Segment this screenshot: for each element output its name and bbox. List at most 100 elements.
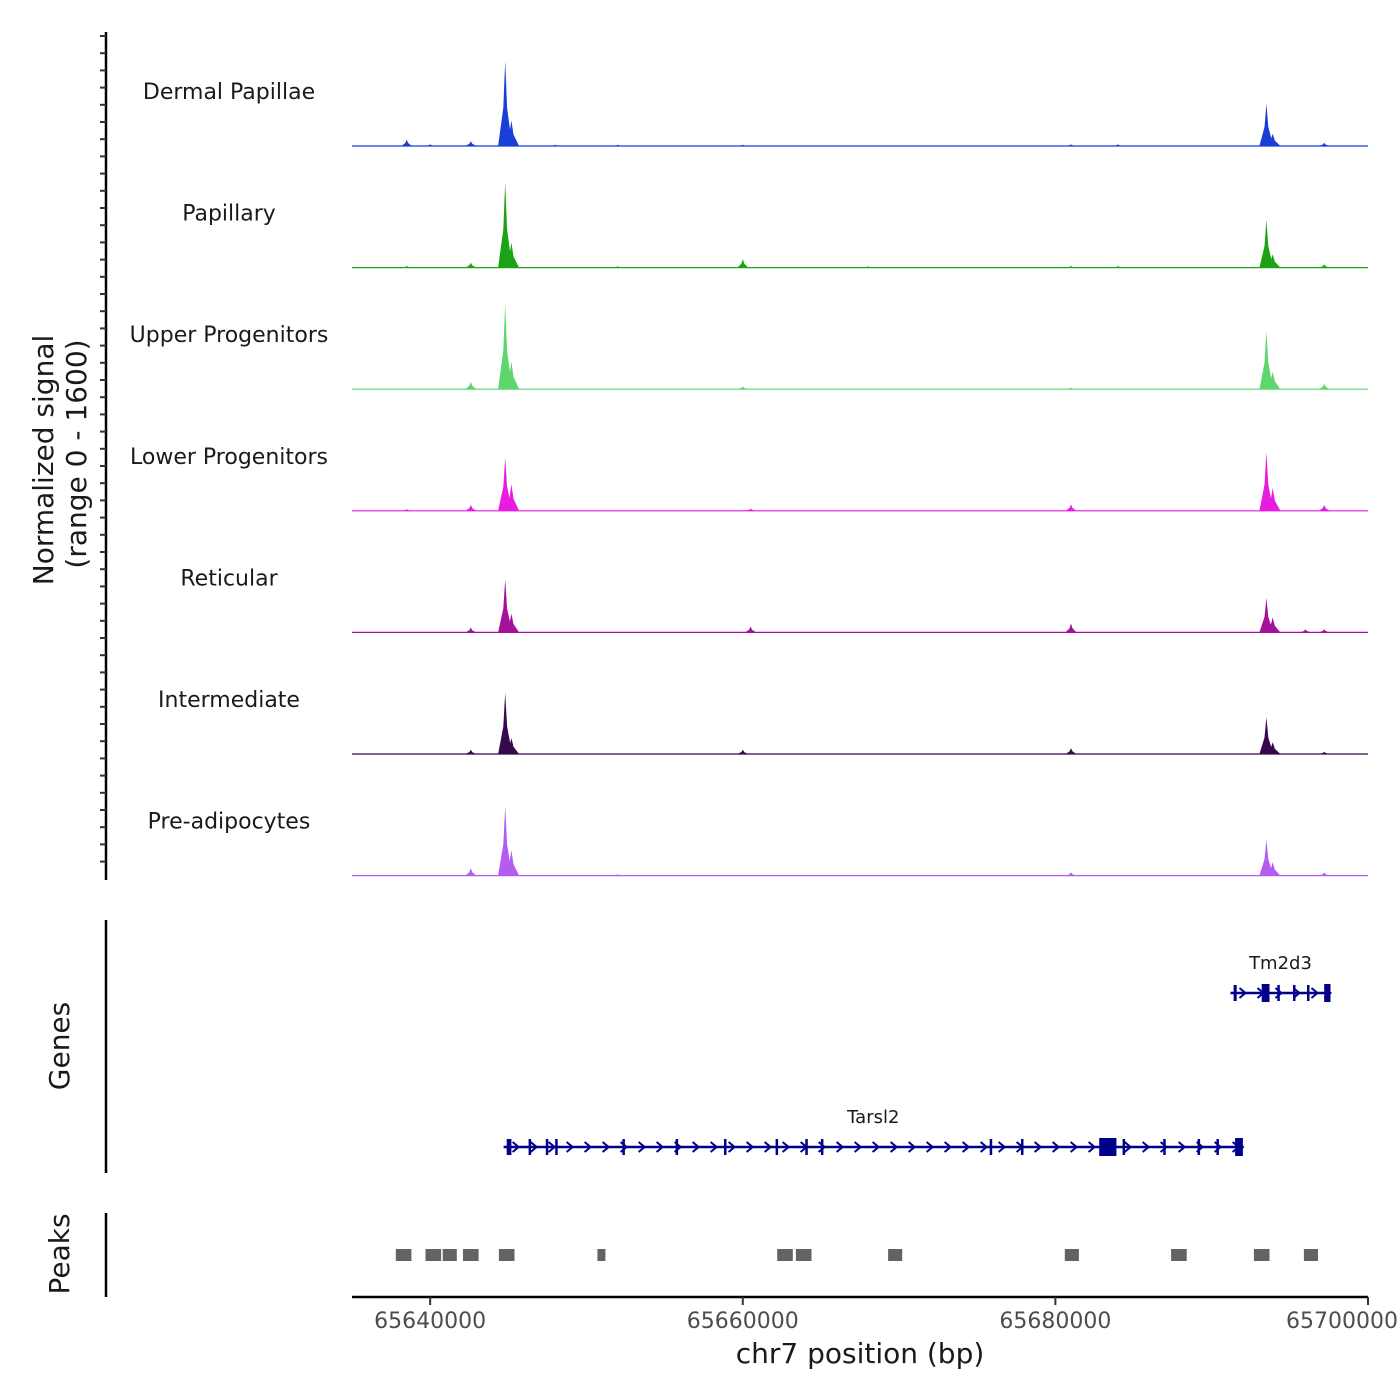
peak-region (1064, 1249, 1079, 1261)
signal-peak (503, 120, 520, 146)
signal-peak (1065, 504, 1077, 511)
exon (1233, 985, 1237, 1001)
track-label: Pre-adipocytes (148, 810, 311, 835)
peak-region (498, 1249, 515, 1261)
signal-peak (498, 806, 513, 876)
track-upper-progenitors: Upper Progenitors (130, 304, 1368, 390)
signal-peak (737, 259, 749, 268)
signal-peak (401, 139, 413, 146)
track-lower-progenitors: Lower Progenitors (130, 445, 1368, 512)
strand-arrow (817, 1141, 827, 1153)
exon (1021, 1139, 1024, 1155)
peak-region (442, 1249, 457, 1261)
strand-arrow (961, 1141, 971, 1153)
signal-peak (498, 579, 513, 633)
strand-arrow (763, 1141, 773, 1153)
track-reticular: Reticular (180, 566, 1368, 634)
exon (805, 1139, 808, 1155)
signal-peak (1259, 839, 1274, 876)
strand-arrow (691, 1141, 701, 1153)
x-axis-title: chr7 position (bp) (736, 1337, 985, 1370)
strand-arrow (1310, 987, 1320, 999)
signal-peak (737, 749, 749, 754)
signal-peak (465, 868, 477, 876)
signal-peak (498, 692, 513, 754)
peak-region (463, 1249, 479, 1261)
peak-region (1171, 1249, 1187, 1261)
signal-peak (465, 262, 477, 268)
strand-arrow (781, 1141, 791, 1153)
signal-peak (1265, 133, 1281, 146)
track-label: Lower Progenitors (130, 445, 328, 470)
track-papillary: Papillary (182, 182, 1368, 269)
gene-track: Tm2d3 Tarsl2 (503, 953, 1333, 1156)
strand-arrow (637, 1141, 647, 1153)
strand-arrow (1159, 1141, 1169, 1153)
exon (775, 1139, 779, 1155)
exon (1163, 1139, 1166, 1155)
strand-arrow (943, 1141, 953, 1153)
gene-label: Tarsl2 (846, 1107, 899, 1128)
exon (1324, 984, 1331, 1002)
strand-arrow (547, 1141, 557, 1153)
signal-peak (1065, 623, 1077, 633)
signal-peak (745, 626, 757, 633)
strand-arrow (655, 1141, 665, 1153)
track-pre-adipocytes: Pre-adipocytes (148, 806, 1368, 877)
signal-peak (1318, 872, 1330, 876)
strand-arrow (1033, 1141, 1043, 1153)
exon (528, 1139, 532, 1155)
strand-arrow (565, 1141, 575, 1153)
signal-peak (503, 850, 520, 876)
strand-arrow (727, 1141, 737, 1153)
strand-arrow (1087, 1141, 1097, 1153)
strand-arrow (511, 1141, 521, 1153)
y-axis-title-line1: Normalized signal (27, 335, 60, 586)
strand-arrow (997, 1141, 1007, 1153)
exon (622, 1139, 625, 1155)
signal-peak (498, 457, 513, 511)
signal-peak (1318, 505, 1330, 511)
gene-label: Tm2d3 (1248, 953, 1312, 974)
exon (1293, 985, 1296, 1001)
peak-region (425, 1249, 442, 1261)
signal-peak (465, 141, 477, 146)
exon (989, 1139, 993, 1155)
exon (1307, 985, 1310, 1001)
signal-peak (503, 484, 520, 511)
strand-arrow (889, 1141, 899, 1153)
strand-arrow (529, 1141, 539, 1153)
peak-region (795, 1249, 812, 1261)
exon (1261, 984, 1270, 1002)
x-axis-ticks: 65640000 65660000 65680000 65700000 (374, 1297, 1398, 1334)
signal-peak (465, 381, 477, 390)
signal-peak (1318, 383, 1330, 390)
signal-peak (1259, 452, 1274, 511)
y-axis-title-line2: (range 0 - 1600) (60, 339, 93, 568)
x-tick-label: 65640000 (374, 1309, 486, 1334)
signal-peak (1265, 862, 1281, 876)
signal-peak (1318, 629, 1330, 633)
coverage-y-ticks (100, 35, 106, 863)
peak-region (597, 1249, 606, 1261)
signal-peak (1259, 717, 1274, 754)
exon (724, 1139, 727, 1155)
strand-arrow (853, 1141, 863, 1153)
signal-peak (1265, 254, 1281, 268)
peak-track (395, 1249, 1318, 1261)
signal-peak (1265, 371, 1281, 390)
x-tick-label: 65700000 (1286, 1309, 1398, 1334)
exon (820, 1139, 824, 1155)
signal-peak (498, 61, 513, 146)
strand-arrow (1141, 1141, 1151, 1153)
track-label: Reticular (180, 566, 278, 591)
gene-tm2d3: Tm2d3 (1230, 953, 1333, 1002)
track-label: Intermediate (158, 688, 300, 713)
signal-peak (737, 386, 749, 390)
exon (675, 1139, 679, 1155)
strand-arrow (871, 1141, 881, 1153)
signal-peak (1259, 330, 1274, 390)
peak-region (1303, 1249, 1318, 1261)
strand-arrow (979, 1141, 989, 1153)
exon (1235, 1138, 1243, 1156)
